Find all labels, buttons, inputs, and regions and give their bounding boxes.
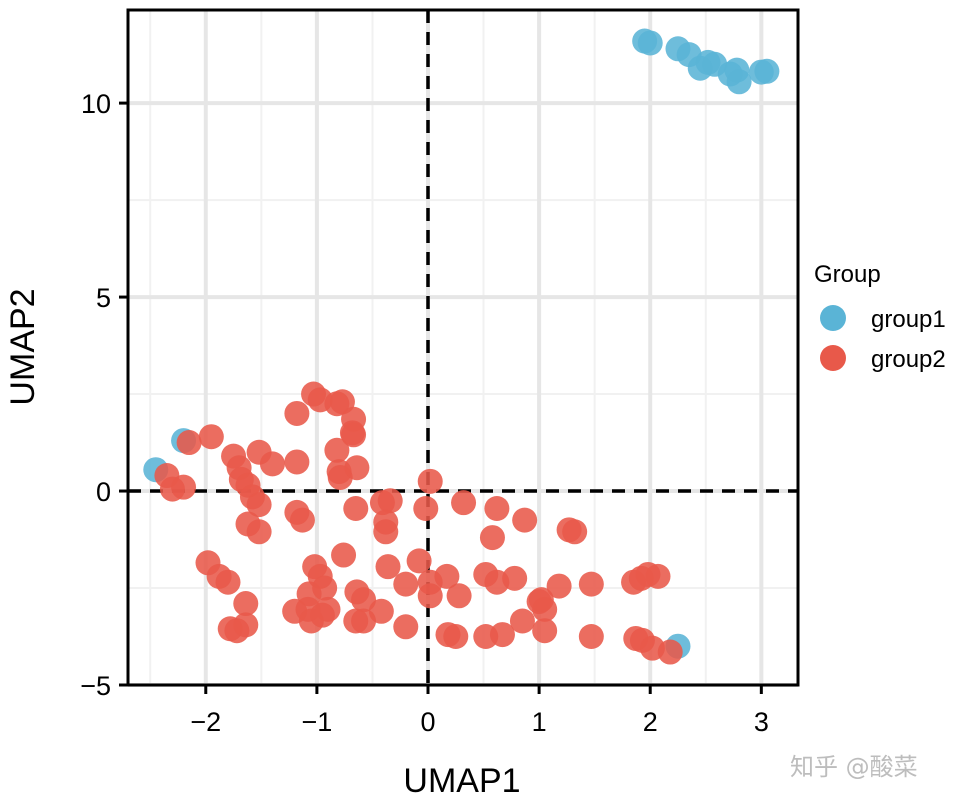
point-group2 [324, 437, 350, 463]
point-group2 [532, 618, 558, 644]
point-group2 [528, 587, 554, 613]
x-tick-label: 0 [420, 707, 435, 737]
point-group2 [341, 422, 367, 448]
legend-label-group1: group1 [871, 306, 946, 333]
point-group2 [512, 507, 538, 533]
point-group2 [578, 571, 604, 597]
legend-key-group2 [820, 345, 846, 371]
x-tick-label: −2 [190, 707, 221, 737]
point-group2 [393, 614, 419, 640]
legend-key-group1 [820, 305, 846, 331]
point-group2 [657, 639, 683, 665]
y-tick-label: 5 [96, 283, 111, 313]
data-points [143, 28, 780, 665]
point-group2 [284, 449, 310, 475]
watermark: 知乎 @酸菜 [790, 753, 918, 781]
point-group2 [176, 430, 202, 456]
point-group2 [351, 587, 377, 613]
point-group2 [315, 596, 341, 622]
point-group2 [489, 622, 515, 648]
point-group2 [578, 624, 604, 650]
point-group2 [246, 519, 272, 545]
point-group2 [417, 468, 443, 494]
point-group2 [259, 451, 285, 477]
point-group2 [198, 424, 224, 450]
point-group2 [344, 455, 370, 481]
point-group2 [484, 495, 510, 521]
point-group2 [289, 507, 315, 533]
point-group2 [446, 583, 472, 609]
point-group2 [368, 598, 394, 624]
x-tick-label: 2 [643, 707, 658, 737]
point-group2 [284, 400, 310, 426]
grid-minor-lines [128, 10, 798, 685]
point-group2 [233, 591, 259, 617]
legend: Group group1 group2 [814, 261, 946, 373]
point-group1 [637, 30, 663, 56]
legend-title: Group [814, 261, 881, 288]
point-group1 [754, 58, 780, 84]
axis-ticks [119, 101, 763, 694]
y-tick-label: 10 [81, 89, 111, 119]
point-group2 [434, 563, 460, 589]
x-tick-label: −1 [301, 707, 332, 737]
point-group2 [233, 612, 259, 638]
point-group2 [562, 519, 588, 545]
y-tick-label: 0 [96, 477, 111, 507]
point-group2 [215, 569, 241, 595]
point-group2 [373, 519, 399, 545]
plot-panel-border [126, 8, 800, 687]
point-group2 [331, 542, 357, 568]
point-group2 [343, 495, 369, 521]
y-axis-title: UMAP2 [4, 288, 42, 405]
point-group2 [375, 554, 401, 580]
point-group2 [171, 474, 197, 500]
point-group2 [502, 565, 528, 591]
point-group2 [509, 608, 535, 634]
point-group2 [645, 563, 671, 589]
point-group2 [406, 548, 432, 574]
x-tick-label: 3 [754, 707, 769, 737]
x-tick-label: 1 [532, 707, 547, 737]
y-tick-label: −5 [80, 671, 111, 701]
point-group2 [377, 488, 403, 514]
axis-tick-labels: −2 −1 0 1 2 3 −5 0 5 10 [80, 89, 769, 737]
point-group1 [726, 69, 752, 95]
point-group2 [393, 571, 419, 597]
point-group2 [546, 573, 572, 599]
point-group2 [413, 495, 439, 521]
legend-label-group2: group2 [871, 346, 946, 373]
point-group2 [443, 624, 469, 650]
point-group2 [417, 583, 443, 609]
point-group2 [451, 490, 477, 516]
point-group2 [479, 525, 505, 551]
point-group2 [246, 492, 272, 518]
x-axis-title: UMAP1 [403, 762, 520, 800]
